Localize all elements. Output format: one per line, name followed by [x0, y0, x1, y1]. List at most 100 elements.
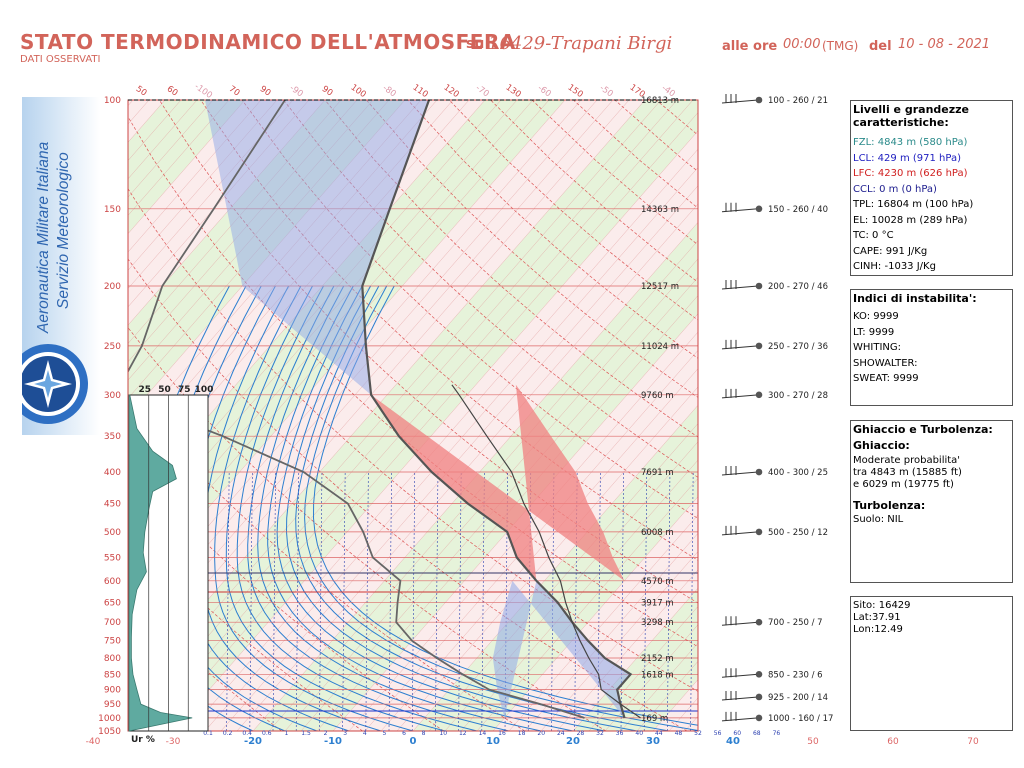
- mixing-ratio-line: [714, 472, 717, 731]
- wind-barb-staff: [721, 471, 759, 476]
- time-value: 00:00: [783, 37, 821, 52]
- pressure-tick-label: 450: [104, 500, 121, 510]
- top-tick-label: 90: [320, 84, 335, 98]
- temperature-tick-label: -10: [324, 736, 342, 747]
- mixing-ratio-tick-label: 28: [577, 730, 585, 737]
- dry-adiabat: [128, 462, 444, 731]
- mixing-ratio-line: [690, 472, 694, 731]
- fzl-value: FZL: 4843 m (580 hPa): [853, 137, 968, 148]
- site-lon: Lon:12.49: [853, 624, 903, 635]
- cinh-value: CINH: -1033 J/Kg: [853, 261, 936, 272]
- pressure-tick-label: 100: [104, 96, 121, 106]
- site-box: Sito: 16429 Lat:37.91 Lon:12.49: [850, 596, 1013, 731]
- isotherm-minor: [128, 100, 566, 600]
- top-tick-label: 130: [504, 83, 523, 101]
- isotherm-minor: [0, 100, 5, 731]
- pressure-tick-label: 850: [104, 670, 121, 680]
- logo-panel: Aeronautica Militare Italiana Servizio M…: [22, 97, 100, 435]
- pressure-tick-label: 350: [104, 432, 121, 442]
- mixing-ratio-line: [481, 472, 485, 731]
- wind-barb: 700 - 250 / 7: [721, 616, 823, 628]
- dry-adiabat: [324, 100, 698, 438]
- wind-barb-dot: [755, 391, 763, 399]
- isotherm-minor: [604, 624, 698, 731]
- mixing-ratio-line: [830, 472, 833, 731]
- mixing-ratio-line: [597, 472, 601, 731]
- ice-line1: Moderate probabilita': [853, 455, 961, 466]
- wind-barb: 400 - 300 / 25: [721, 466, 828, 478]
- wind-barb-dot: [755, 528, 763, 536]
- mixing-ratio-tick-label: 56: [714, 730, 722, 737]
- parcel-path-line: [451, 384, 641, 719]
- height-label: 2152 m: [641, 654, 674, 664]
- mixing-ratio-tick-label: 36: [616, 730, 624, 737]
- pressure-tick-label: 250: [104, 342, 121, 352]
- isotherm-minor: [128, 100, 230, 216]
- isotherm-minor: [332, 313, 698, 731]
- wind-barb-staff: [721, 99, 759, 104]
- tmg-label: (TMG): [822, 39, 859, 53]
- wind-barb-staff: [721, 673, 759, 678]
- ice-line3: e 6029 m (19775 ft): [853, 479, 954, 490]
- wind-barb-dot: [755, 282, 763, 290]
- mixing-ratio-tick-label: 16: [498, 730, 506, 737]
- wind-barb: 850 - 230 / 6: [721, 668, 823, 680]
- isotherm-minor: [128, 100, 486, 509]
- top-tick-label: 70: [227, 84, 242, 98]
- isotherm-minor: [300, 276, 698, 731]
- station-name: 16429-Trapani Birgi: [488, 33, 673, 54]
- mixing-ratio-tick-label: 24: [557, 730, 565, 737]
- wind-label: 250 - 270 / 36: [768, 342, 828, 352]
- height-label: 9760 m: [641, 391, 674, 401]
- rh-fill-area: [128, 394, 193, 732]
- wind-barb-dot: [755, 693, 763, 701]
- pressure-tick-label: 700: [104, 618, 121, 628]
- wind-label: 100 - 260 / 21: [768, 96, 828, 106]
- isotherm-minor: [172, 130, 698, 731]
- wind-barb: 300 - 270 / 28: [721, 388, 828, 401]
- height-label: 7691 m: [641, 468, 674, 478]
- mixing-ratio-tick-label: 8: [422, 730, 426, 737]
- top-tick-label: -90: [288, 83, 305, 99]
- mixing-ratio-tick-label: 10: [439, 730, 447, 737]
- isotherm-minor: [396, 386, 698, 731]
- wind-barb-dot: [755, 468, 763, 476]
- isotherm-minor: [128, 100, 502, 527]
- wind-barb: 925 - 200 / 14: [721, 690, 828, 703]
- tc-value: TC: 0 °C: [853, 230, 894, 241]
- rh-tick-label: 50: [158, 385, 171, 395]
- top-tick-label: -50: [598, 83, 615, 99]
- isotherm-minor: [220, 185, 698, 731]
- mixing-ratio-line: [620, 472, 624, 731]
- wind-barb: 500 - 250 / 12: [721, 525, 828, 538]
- isotherm-minor: [0, 100, 69, 731]
- temperature-tick-label: 0: [410, 736, 417, 747]
- isotherm-minor: [128, 100, 278, 271]
- temperature-band: [0, 100, 5, 731]
- isotherm-minor: [128, 100, 550, 582]
- ice-turbulence-box: Ghiaccio e Turbolenza: Ghiaccio: Moderat…: [850, 420, 1013, 583]
- pressure-tick-label: 500: [104, 528, 121, 538]
- mixing-ratio-tick-label: 6: [402, 730, 406, 737]
- wind-barb-dot: [755, 618, 763, 626]
- isotherm-minor: [128, 100, 246, 235]
- logo-line1: Aeronautica Militare Italiana: [35, 141, 52, 334]
- temperature-tick-label-extra: -40: [86, 737, 101, 747]
- wind-barb-staff: [721, 394, 759, 399]
- mixing-ratio-tick-label: 32: [596, 730, 604, 737]
- mixing-ratio-line: [504, 472, 508, 731]
- top-tick-label: 120: [442, 83, 461, 101]
- mixing-ratio-tick-label: 60: [733, 730, 741, 737]
- el-value: EL: 10028 m (289 hPa): [853, 214, 968, 226]
- mixing-ratio-tick-label: 0.4: [242, 730, 252, 737]
- isotherm-minor: [188, 148, 698, 731]
- mixing-ratio-line: [272, 472, 276, 731]
- isotherm-minor: [444, 441, 698, 731]
- wind-barb: 250 - 270 / 36: [721, 339, 828, 352]
- turbulence-title: Turbolenza:: [853, 499, 926, 512]
- wind-barb-staff: [721, 621, 759, 626]
- mixing-ratio-tick-label: 12: [459, 730, 467, 737]
- isotherm-minor: [128, 100, 534, 564]
- isotherm-minor: [0, 100, 117, 731]
